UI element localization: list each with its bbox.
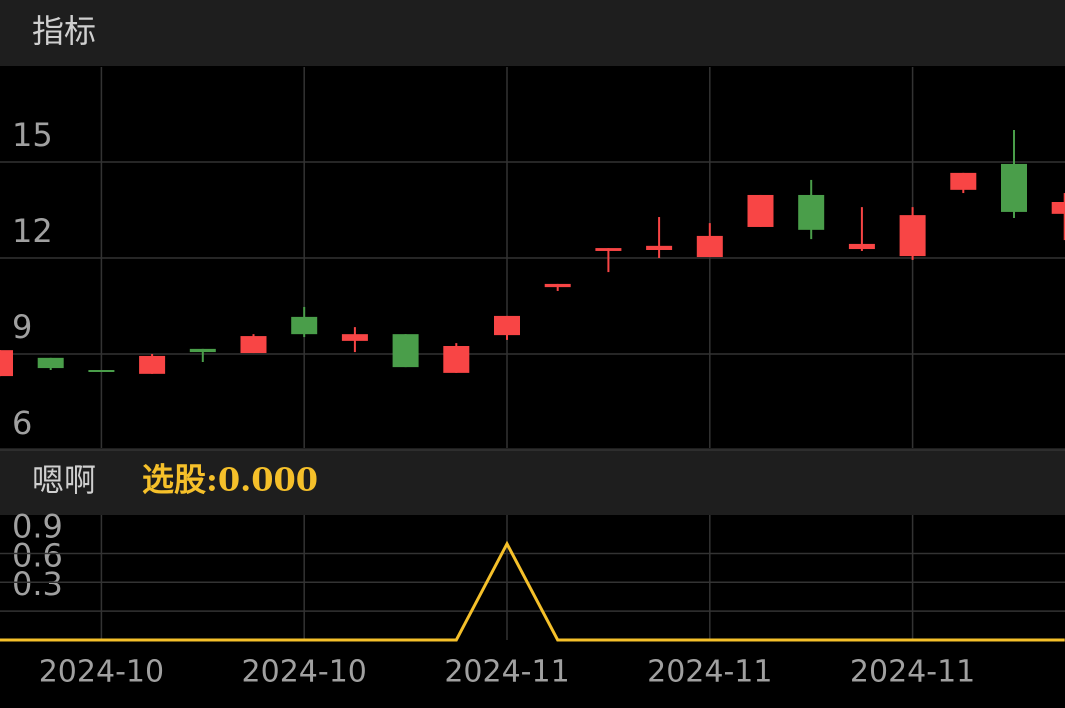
candle-body	[139, 355, 166, 374]
candle-body	[595, 248, 622, 251]
x-tick-label: 2024-11	[647, 655, 772, 690]
candle-body	[798, 194, 825, 230]
y-tick-label: 15	[12, 116, 53, 154]
y-tick-label: 12	[12, 212, 53, 250]
indicator-title[interactable]: 指标	[32, 12, 96, 50]
candle-body	[544, 283, 571, 288]
candle-body	[494, 315, 520, 336]
sub-panel: 2024-10 2024-10 2024-11 2024-11 2024-110.30.…	[0, 507, 1065, 690]
candle-body	[1051, 202, 1065, 214]
main-panel: 6 9 12 15	[0, 67, 1065, 451]
candle-body	[1001, 163, 1027, 212]
sub-bar	[0, 448, 1065, 515]
candle-body	[37, 357, 64, 369]
x-tick-label: 2024-11	[850, 655, 975, 690]
candle-body	[899, 215, 926, 257]
x-tick-label: 2024-10	[242, 655, 367, 690]
sub-legend: 选股:0.000	[142, 461, 318, 499]
y-tick-label: 9	[12, 308, 32, 346]
candle-body	[88, 370, 115, 372]
x-tick-label: 2024-11	[444, 655, 569, 690]
top-bar	[0, 0, 1065, 66]
candle-body	[696, 235, 723, 258]
candle-body	[646, 245, 673, 250]
y-tick-label: 0.9	[12, 507, 63, 545]
candle-body	[392, 334, 419, 368]
indicator-line	[0, 540, 1065, 642]
candle-body	[848, 243, 875, 250]
candle-body	[341, 334, 368, 341]
candle-body	[747, 194, 774, 227]
candle-body	[189, 348, 216, 353]
sub-title[interactable]: 嗯啊	[32, 461, 96, 499]
candle-body	[0, 350, 13, 377]
candle-body	[240, 336, 267, 354]
y-tick-label: 0.6	[12, 536, 63, 574]
x-tick-label: 2024-10	[39, 655, 164, 690]
candle-body	[950, 172, 977, 190]
candle-body	[291, 316, 318, 335]
candle-body	[443, 346, 470, 373]
y-tick-label: 0.3	[12, 565, 63, 603]
y-tick-label: 6	[12, 404, 32, 442]
